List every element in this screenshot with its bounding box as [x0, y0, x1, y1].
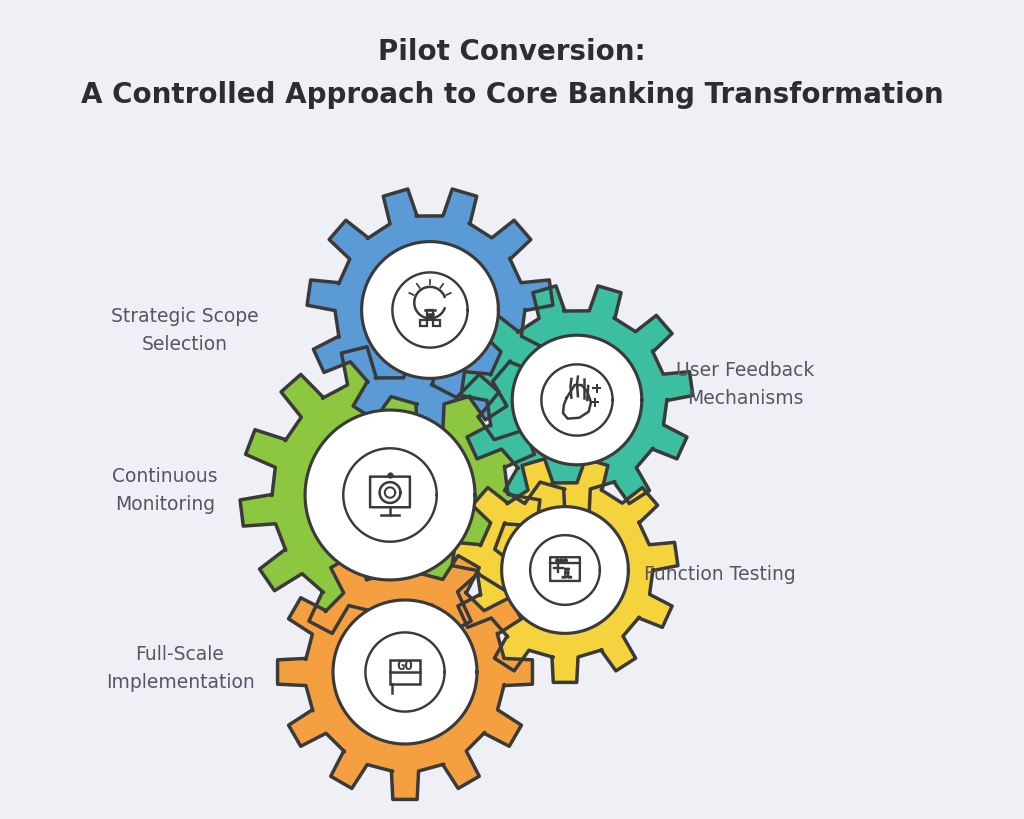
Text: Function Testing: Function Testing [644, 565, 796, 585]
Polygon shape [452, 459, 678, 682]
Polygon shape [307, 189, 553, 432]
Text: Pilot Conversion:: Pilot Conversion: [378, 38, 646, 66]
Bar [433, 319, 439, 326]
Polygon shape [305, 410, 475, 580]
Text: Full-Scale
Implementation: Full-Scale Implementation [105, 645, 254, 691]
Text: User Feedback
Mechanisms: User Feedback Mechanisms [676, 361, 814, 409]
Text: Strategic Scope
Selection: Strategic Scope Selection [112, 306, 259, 354]
Text: Continuous
Monitoring: Continuous Monitoring [113, 467, 218, 514]
Bar [390, 660, 420, 684]
Polygon shape [278, 545, 532, 799]
Text: GO: GO [396, 659, 414, 673]
Text: A Controlled Approach to Core Banking Transformation: A Controlled Approach to Core Banking Tr… [81, 81, 943, 109]
Bar [427, 310, 433, 316]
Polygon shape [361, 242, 499, 378]
Polygon shape [512, 335, 642, 465]
Bar [421, 319, 427, 326]
Polygon shape [333, 600, 477, 744]
Polygon shape [502, 507, 629, 633]
Polygon shape [240, 346, 540, 645]
Polygon shape [461, 286, 693, 515]
